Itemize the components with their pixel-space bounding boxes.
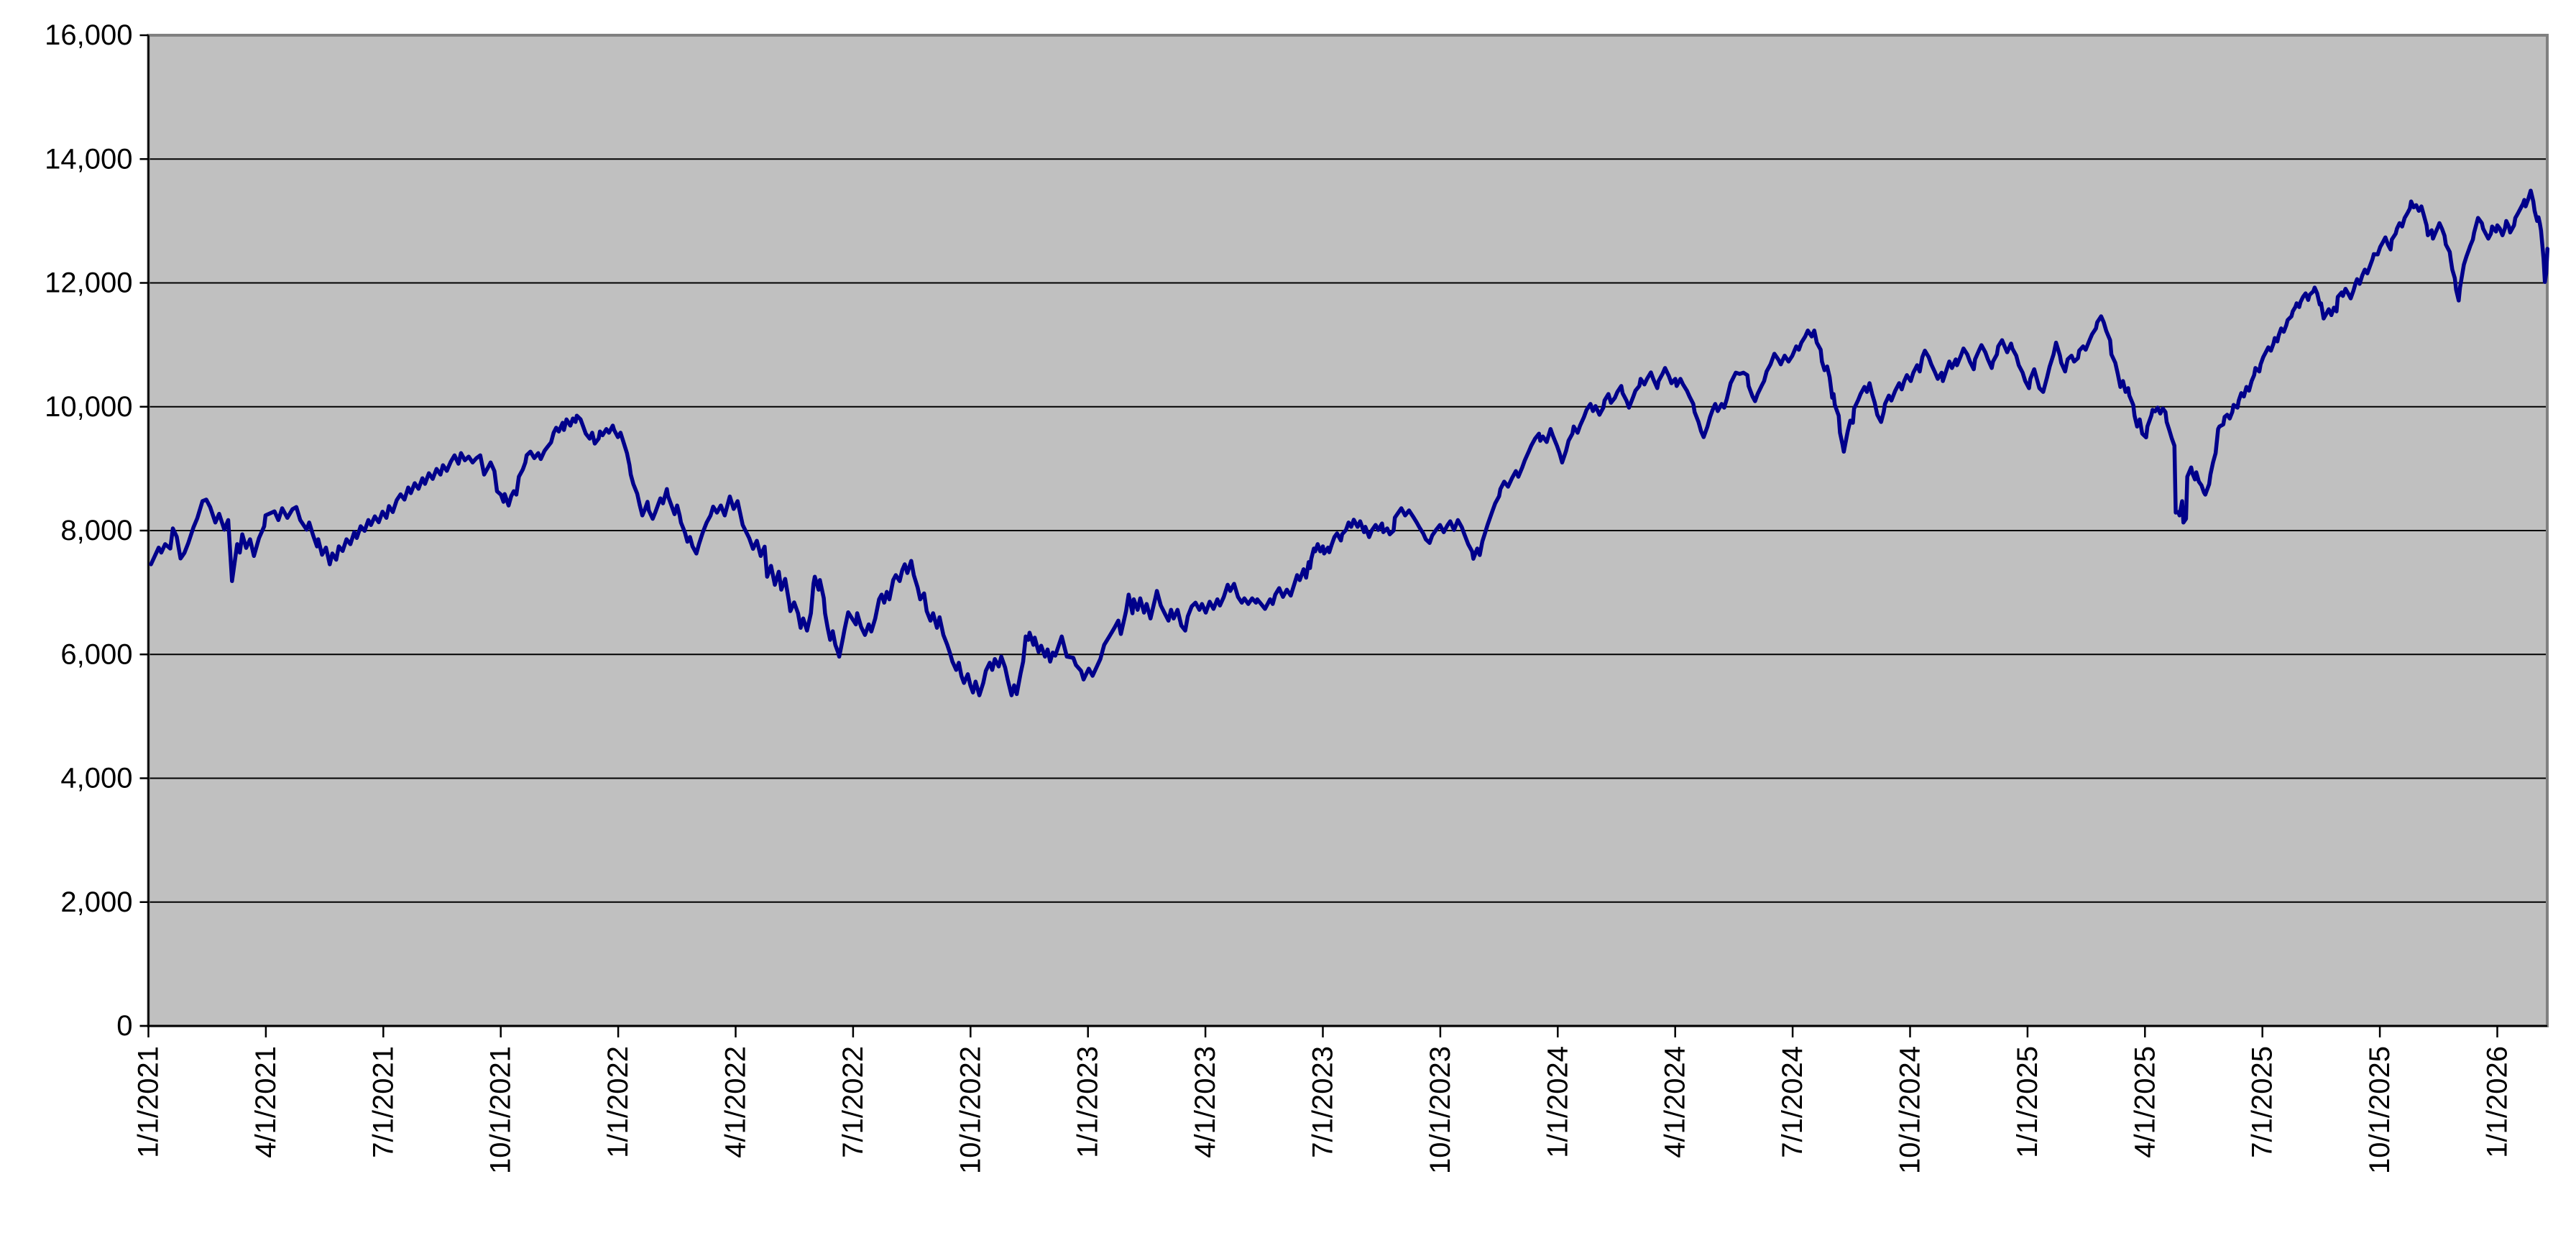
y-tick-label: 16,000	[45, 19, 132, 51]
y-tick-label: 4,000	[60, 763, 132, 794]
x-tick-label: 7/1/2024	[1777, 1046, 1808, 1158]
x-tick-label: 10/1/2025	[2364, 1046, 2396, 1174]
x-tick-label: 10/1/2021	[485, 1046, 517, 1174]
x-axis-ticks	[147, 1026, 2498, 1037]
x-tick-label: 1/1/2026	[2482, 1046, 2513, 1158]
x-axis-labels: 1/1/2021 4/1/2021 7/1/2021 10/1/2021 1/1/202…	[133, 1046, 2513, 1174]
x-tick-label: 10/1/2023	[1425, 1046, 1456, 1174]
y-tick-label: 14,000	[45, 143, 132, 175]
y-tick-label: 10,000	[45, 391, 132, 423]
y-tick-label: 12,000	[45, 267, 132, 299]
x-tick-label: 7/1/2025	[2247, 1046, 2278, 1158]
x-tick-label: 4/1/2023	[1190, 1046, 1221, 1158]
horizontal-gridlines	[148, 158, 2547, 903]
x-tick-label: 10/1/2024	[1895, 1046, 1926, 1174]
y-axis-labels: 0 2,000 4,000 6,000 8,000 10,000 12,000 14,000 1…	[45, 19, 132, 1042]
x-tick-label: 4/1/2021	[250, 1046, 282, 1158]
price-series-line	[149, 188, 2550, 697]
x-tick-label: 1/1/2023	[1072, 1046, 1104, 1158]
y-tick-label: 8,000	[60, 515, 132, 546]
x-tick-label: 10/1/2022	[954, 1046, 986, 1174]
x-tick-label: 1/1/2024	[1542, 1046, 1573, 1158]
x-tick-label: 1/1/2022	[602, 1046, 634, 1158]
x-tick-label: 1/1/2025	[2012, 1046, 2043, 1158]
y-tick-label: 2,000	[60, 886, 132, 918]
x-tick-label: 7/1/2021	[367, 1046, 399, 1158]
x-tick-label: 7/1/2023	[1307, 1046, 1339, 1158]
x-tick-label: 4/1/2022	[720, 1046, 752, 1158]
x-tick-label: 7/1/2022	[837, 1046, 869, 1158]
y-tick-label: 0	[116, 1010, 132, 1042]
y-tick-label: 6,000	[60, 638, 132, 670]
x-tick-label: 4/1/2024	[1660, 1046, 1691, 1158]
x-tick-label: 1/1/2021	[133, 1046, 165, 1158]
x-tick-label: 4/1/2025	[2129, 1046, 2161, 1158]
